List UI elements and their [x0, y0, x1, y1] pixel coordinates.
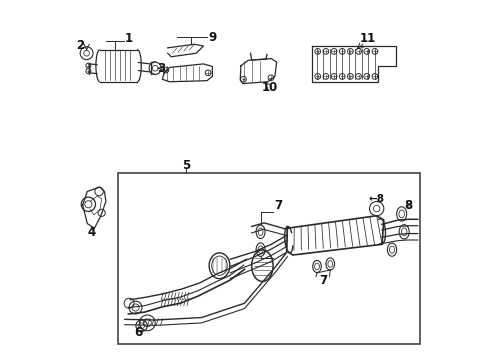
Text: 8: 8: [403, 199, 411, 212]
Text: 11: 11: [359, 32, 375, 45]
Text: 7: 7: [318, 274, 326, 287]
Text: 1: 1: [124, 32, 132, 45]
Text: 6: 6: [134, 327, 142, 339]
Text: 9: 9: [208, 31, 216, 44]
Text: 10: 10: [262, 81, 278, 94]
Text: 7: 7: [274, 199, 282, 212]
Text: 5: 5: [182, 159, 190, 172]
Text: 4: 4: [87, 226, 96, 239]
Text: 3: 3: [157, 62, 165, 75]
Bar: [118, 173, 419, 344]
Text: 2: 2: [76, 39, 84, 52]
Text: ←8: ←8: [368, 194, 384, 203]
